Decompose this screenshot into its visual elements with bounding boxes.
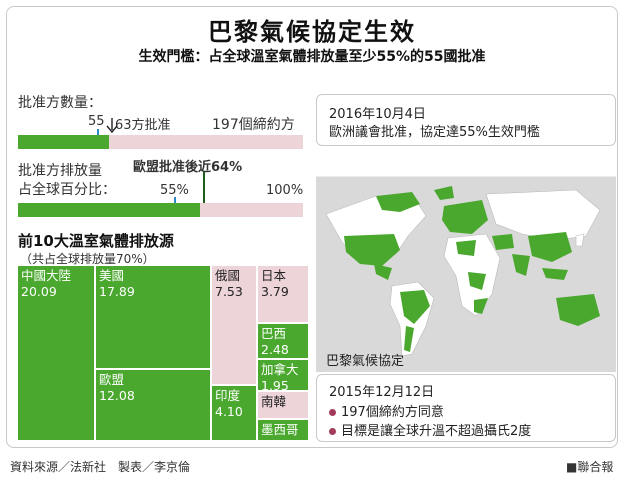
treemap-tile-label: 日本 <box>261 268 287 283</box>
treemap-tile: 南韓 <box>258 392 308 418</box>
parties-threshold-tick <box>96 129 99 135</box>
treemap-tile-label: 俄國 <box>215 268 241 283</box>
treemap-tile-value: 2.48 <box>261 342 289 357</box>
treemap-tile: 俄國 7.53 <box>212 266 256 384</box>
europe-shape <box>442 200 488 234</box>
north-africa-shape <box>456 240 476 256</box>
footer-source: 資料來源／法新社 製表／李京倫 <box>10 460 191 474</box>
treemap-tile-value: 20.09 <box>21 284 57 299</box>
russia-shape <box>485 189 601 241</box>
brazil-shape <box>400 290 430 324</box>
emissions-label-line2: 占全球百分比： <box>18 182 116 198</box>
canada-north-shape <box>376 192 420 212</box>
treemap-tile-label: 中國大陸 <box>21 268 72 283</box>
emissions-label-line1: 批准方排放量 <box>18 163 102 179</box>
treemap-tile: 墨西哥 <box>258 420 308 440</box>
parties-progress-fill <box>18 135 110 149</box>
parties-label: 批准方數量： <box>18 95 102 111</box>
world-map <box>316 176 616 372</box>
callout-agreement: 2015年12月12日 197個締約方同意 目標是讓全球升溫不超過攝氏2度 <box>316 374 616 442</box>
central-africa-shape <box>468 272 486 290</box>
emissions-current-marker <box>203 172 205 203</box>
treemap-tile-label: 印度 <box>215 388 241 403</box>
usa-canada-shape <box>344 234 400 266</box>
treemap-tile-label: 墨西哥 <box>261 422 299 437</box>
treemap-tile: 巴西 2.48 <box>258 324 308 358</box>
treemap-tile-value: 12.08 <box>99 388 135 403</box>
treemap-tile-value: 3.79 <box>261 284 289 299</box>
treemap-tile-label: 歐盟 <box>99 372 125 387</box>
map-caption: 巴黎氣候協定 <box>326 354 405 369</box>
emissions-threshold-label: 55% <box>160 183 189 198</box>
argentina-shape <box>404 326 414 352</box>
treemap-tile-label: 巴西 <box>261 326 287 341</box>
treemap-tile: 日本 3.79 <box>258 266 308 322</box>
south-africa-shape <box>474 298 488 314</box>
parties-current-label: 63方批准 <box>115 118 171 133</box>
page-subtitle: 生效門檻：占全球溫室氣體排放量至少55%的55國批准 <box>138 49 486 65</box>
treemap-tile: 歐盟 12.08 <box>96 370 210 440</box>
treemap-tile-value: 4.10 <box>215 404 243 419</box>
parties-threshold-label: 55 <box>88 114 105 129</box>
treemap-tile-value: 17.89 <box>99 284 135 299</box>
middle-east-shape <box>492 234 514 250</box>
treemap-tile-label: 美國 <box>99 268 125 283</box>
callout-ratification-date: 2016年10月4日 <box>329 107 426 122</box>
arrow-icon <box>106 118 118 134</box>
emissions-threshold-tick <box>173 197 176 203</box>
treemap-tile-label: 加拿大 <box>261 362 299 377</box>
emissions-progress-bar <box>18 197 303 217</box>
infographic-frame <box>6 6 618 448</box>
parties-total-label: 197個締約方 <box>212 117 295 133</box>
treemap-tile: 中國大陸 20.09 <box>18 266 94 440</box>
japan-shape <box>575 233 585 247</box>
bullet-icon <box>329 428 336 435</box>
page-title: 巴黎氣候協定生效 <box>208 18 416 46</box>
treemap-subtitle: （共占全球排放量70%） <box>20 252 155 266</box>
emissions-progress-fill <box>18 203 201 217</box>
emissions-note: 歐盟批准後近64% <box>133 160 243 175</box>
emissions-total-label: 100% <box>266 183 304 198</box>
treemap-tile-label: 南韓 <box>261 394 287 409</box>
treemap-tile: 美國 17.89 <box>96 266 210 368</box>
greenland-shape <box>434 186 454 200</box>
china-shape <box>528 232 572 262</box>
southeast-asia-shape <box>542 268 568 280</box>
bullet-icon <box>329 409 336 416</box>
map-land <box>325 186 601 357</box>
callout-agreement-item: 197個締約方同意 <box>329 401 444 420</box>
footer-brand: ■聯合報 <box>566 460 614 474</box>
callout-agreement-item-text: 目標是讓全球升溫不超過攝氏2度 <box>341 424 532 439</box>
treemap-tile-value: 1.95 <box>261 378 289 390</box>
australia-shape <box>556 294 600 326</box>
parties-progress-bar <box>18 129 303 149</box>
callout-agreement-date: 2015年12月12日 <box>329 385 435 400</box>
treemap-tile: 印度 4.10 <box>212 386 256 440</box>
callout-ratification: 2016年10月4日 歐洲議會批准，協定達55%生效門檻 <box>316 94 616 146</box>
callout-agreement-item: 目標是讓全球升溫不超過攝氏2度 <box>329 420 531 439</box>
india-shape <box>512 254 530 276</box>
treemap-title: 前10大溫室氣體排放源 <box>18 232 174 250</box>
callout-ratification-text: 歐洲議會批准，協定達55%生效門檻 <box>329 125 540 140</box>
mexico-shape <box>374 264 392 280</box>
callout-agreement-item-text: 197個締約方同意 <box>341 405 444 420</box>
treemap-tile-value: 7.53 <box>215 284 243 299</box>
treemap-tile: 加拿大 1.95 <box>258 360 308 390</box>
treemap: 中國大陸 20.09 美國 17.89 歐盟 12.08 俄國 7.53 日本 3.79 巴西 2.4… <box>18 266 308 440</box>
